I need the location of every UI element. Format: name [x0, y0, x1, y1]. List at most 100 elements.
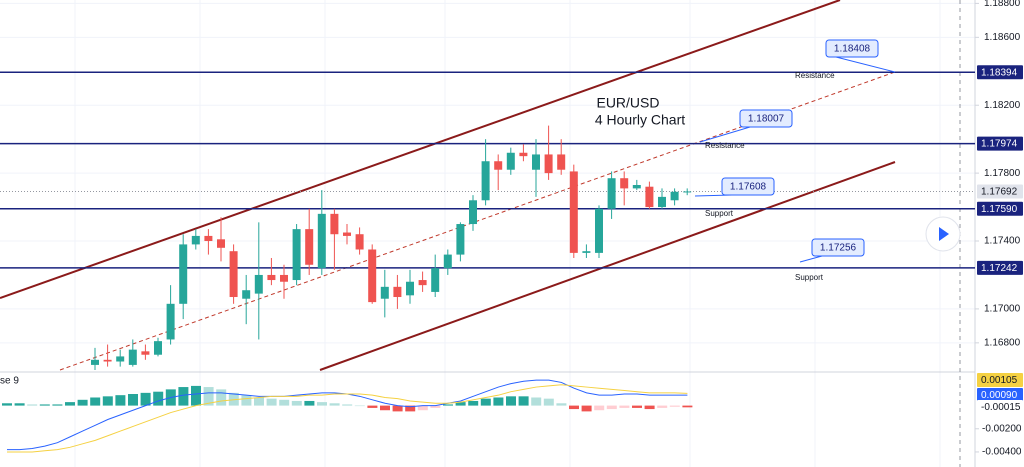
callout-note: Support — [705, 209, 734, 218]
candle-body — [506, 152, 515, 170]
callout-box — [811, 238, 865, 257]
last-value-label: -0.00015 — [981, 402, 1021, 413]
y-tick-label: -0.00200 — [982, 423, 1022, 434]
play-icon[interactable] — [939, 227, 949, 241]
histogram-bar — [506, 396, 516, 406]
y-tick-label: 1.18200 — [984, 100, 1021, 111]
histogram-bar — [153, 391, 164, 406]
candle-body — [280, 274, 288, 282]
histogram-bar — [569, 405, 579, 410]
candle-body — [317, 213, 326, 269]
histogram-bar — [430, 405, 441, 408]
level-box — [977, 201, 1023, 216]
histogram-bar — [216, 389, 227, 406]
histogram-bar — [594, 405, 605, 411]
histogram-bar — [140, 392, 151, 406]
callout-note: Support — [795, 273, 824, 282]
candle-body — [519, 152, 528, 157]
current-price-label: 1.17692 — [981, 187, 1018, 198]
last-value-box — [977, 400, 1023, 414]
candle-body — [292, 229, 301, 281]
candle-body — [481, 161, 490, 201]
histogram-bar — [39, 404, 50, 406]
candle-body — [557, 154, 566, 170]
level-box — [977, 260, 1023, 275]
histogram-bar — [392, 405, 403, 412]
y-tick-label: -0.00400 — [982, 447, 1022, 458]
histogram-bar — [455, 402, 466, 406]
histogram-bar — [367, 405, 378, 408]
play-button[interactable] — [925, 216, 961, 252]
level-label: 1.17242 — [981, 263, 1018, 274]
price-axis: 1.18800 1.18600 1.18200 1.17800 1.17400 1.170… — [975, 0, 1023, 458]
candle-body — [645, 186, 654, 208]
indicator-label: se 9 — [0, 376, 19, 387]
histogram-bar — [581, 405, 592, 412]
candle-body — [305, 229, 314, 265]
y-tick-label: 1.17800 — [984, 168, 1021, 179]
candle-body — [607, 178, 616, 209]
histogram-bar — [14, 403, 25, 406]
histogram-bar — [304, 400, 315, 406]
histogram-bar — [90, 397, 101, 406]
candle-body — [204, 235, 213, 242]
candle-body — [469, 200, 477, 225]
callout-box — [739, 109, 793, 128]
candle-body — [103, 359, 112, 362]
histogram-bar — [65, 402, 75, 406]
indicator-line — [7, 384, 688, 453]
candle-body — [532, 154, 540, 170]
level-label: 1.17590 — [981, 204, 1018, 215]
candle-body — [380, 286, 389, 299]
histogram-bar — [669, 405, 680, 407]
histogram-bar — [102, 396, 113, 406]
candle-body — [595, 208, 603, 253]
candle-body — [330, 213, 339, 235]
plot — [2, 125, 693, 453]
histogram-bar — [468, 400, 479, 406]
histogram-bar — [329, 403, 340, 406]
candle-body — [620, 178, 629, 189]
histogram-bar — [619, 405, 630, 408]
histogram-bar — [493, 397, 504, 406]
histogram-bar — [556, 403, 567, 406]
levels — [0, 71, 975, 269]
candle-body — [217, 239, 225, 248]
candle-body — [355, 234, 364, 250]
histogram-bar — [543, 398, 554, 406]
histogram-bar — [657, 405, 668, 408]
histogram-bar — [682, 405, 693, 408]
histogram-bar — [266, 398, 277, 406]
histogram-bar — [27, 404, 38, 406]
candle-body — [544, 154, 553, 174]
callout-leader — [835, 56, 896, 73]
histogram-bar — [606, 405, 617, 410]
indicator-line — [7, 379, 688, 451]
callout-label: 1.18408 — [834, 44, 871, 55]
histogram-bar — [203, 387, 214, 406]
histogram-bar — [52, 404, 63, 406]
candle-body — [368, 249, 377, 303]
candle-body — [166, 303, 175, 340]
histogram-bar — [480, 398, 491, 406]
candle-body — [343, 232, 351, 236]
histogram-bar — [417, 405, 428, 411]
annotations: 1.18408 Resistance 1.18007 Resistance 1.1760… — [694, 39, 896, 282]
candle-body — [443, 254, 452, 269]
candle-body — [683, 191, 692, 193]
histogram-bar — [443, 404, 453, 406]
histogram-bar — [2, 403, 12, 406]
callout-leader — [699, 126, 751, 143]
candle-body — [418, 280, 427, 286]
candle-body — [179, 244, 188, 304]
y-tick-label: 1.17000 — [984, 304, 1021, 315]
histogram-bar — [115, 395, 126, 406]
candle-body — [494, 161, 503, 170]
candle-body — [254, 274, 263, 294]
y-tick-label: 1.18800 — [984, 0, 1021, 9]
last-value-box — [977, 388, 1023, 402]
candle-body — [154, 341, 162, 355]
level-label: 1.18394 — [981, 67, 1018, 78]
candle-body — [431, 268, 440, 292]
